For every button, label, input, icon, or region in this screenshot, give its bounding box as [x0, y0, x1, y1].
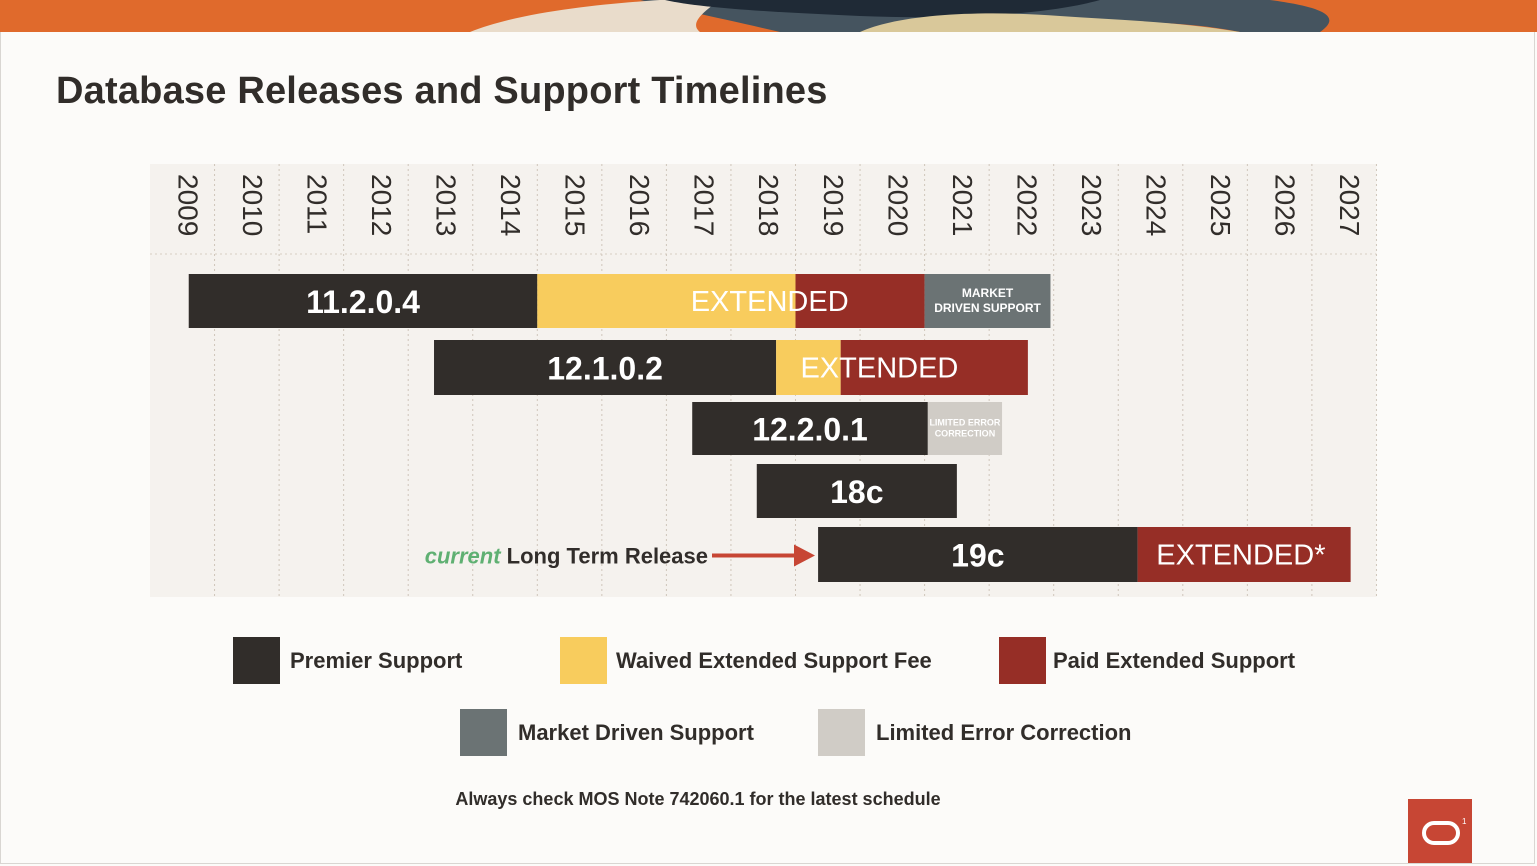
- extended-label: EXTENDED: [800, 353, 958, 385]
- year-tick-label: 2025: [1205, 174, 1236, 236]
- release-label: 19c: [951, 538, 1004, 574]
- arrow-head-icon: [794, 544, 815, 567]
- year-tick-label: 2027: [1334, 174, 1365, 236]
- segment-premier: [188, 274, 538, 328]
- banner-navy-shape: [665, 0, 1100, 18]
- year-tick-label: 2022: [1011, 174, 1042, 236]
- year-tick-label: 2021: [947, 174, 978, 236]
- year-tick-label: 2016: [624, 174, 655, 236]
- tail-label-line-1: MARKET: [962, 286, 1014, 300]
- year-tick-label: 2009: [172, 174, 203, 236]
- segment-premier: [818, 527, 1138, 582]
- extended-label: EXTENDED*: [1156, 540, 1325, 572]
- tail-label-line-1: LIMITED ERROR: [929, 418, 1000, 428]
- year-tick-label: 2017: [689, 174, 720, 236]
- year-tick-label: 2020: [882, 174, 913, 236]
- year-tick-label: 2013: [430, 174, 461, 236]
- year-tick-label: 2011: [301, 174, 332, 234]
- release-label: 12.1.0.2: [547, 351, 663, 387]
- segment-waived: [776, 340, 841, 395]
- year-tick-label: 2024: [1141, 174, 1172, 236]
- current-long-term-annotation: current Long Term Release: [425, 543, 708, 568]
- banner-tan-stripes: [860, 13, 1240, 32]
- annotation-text: Long Term Release: [507, 543, 708, 568]
- segment-paid: [840, 340, 1028, 395]
- year-tick-label: 2018: [753, 174, 784, 236]
- decorative-banner: [0, 0, 1537, 32]
- slide-title: Database Releases and Support Timelines: [56, 70, 828, 112]
- segment-market: [924, 274, 1051, 328]
- release-label: 12.2.0.1: [752, 412, 868, 448]
- segment-premier: [692, 402, 928, 455]
- oracle-logo[interactable]: 1: [1408, 799, 1472, 863]
- release-bar-19c: 19c EXTENDED*: [818, 527, 1351, 582]
- footnote: Always check MOS Note 742060.1 for the l…: [455, 789, 941, 809]
- segment-waived: [537, 274, 796, 328]
- tail-label-line-2: DRIVEN SUPPORT: [934, 301, 1041, 315]
- annotations: current Long Term Release: [425, 543, 815, 568]
- year-tick-label: 2010: [237, 174, 268, 236]
- year-tick-label: 2014: [495, 174, 526, 236]
- extended-label: EXTENDED: [691, 286, 849, 318]
- annotation-current-word: current: [425, 543, 507, 568]
- release-label: 18c: [830, 474, 883, 510]
- banner-tan-shape: [470, 0, 720, 32]
- segment-paid: [795, 274, 925, 328]
- release-bar-18c: 18c: [756, 464, 957, 518]
- release-label: 11.2.0.4: [306, 284, 420, 320]
- banner-orange-right: [1270, 0, 1537, 32]
- segment-limited: [927, 402, 1003, 455]
- oracle-ring-icon: [1422, 821, 1460, 845]
- year-tick-label: 2026: [1270, 174, 1301, 236]
- trademark-icon: 1: [1462, 817, 1467, 826]
- year-axis: 2009 2010 2011 2012 2013 2014 2015 2016 2017 2018…: [172, 174, 1365, 236]
- year-tick-label: 2019: [818, 174, 849, 236]
- release-bar-12-1-0-2: 12.1.0.2 EXTENDED: [434, 340, 1028, 395]
- segment-paid: [1137, 527, 1351, 582]
- tail-label-line-2: CORRECTION: [935, 429, 996, 439]
- segment-premier: [434, 340, 777, 395]
- year-tick-label: 2023: [1076, 174, 1107, 236]
- year-tick-label: 2015: [560, 174, 591, 236]
- segment-premier: [756, 464, 957, 518]
- year-tick-label: 2012: [366, 174, 397, 236]
